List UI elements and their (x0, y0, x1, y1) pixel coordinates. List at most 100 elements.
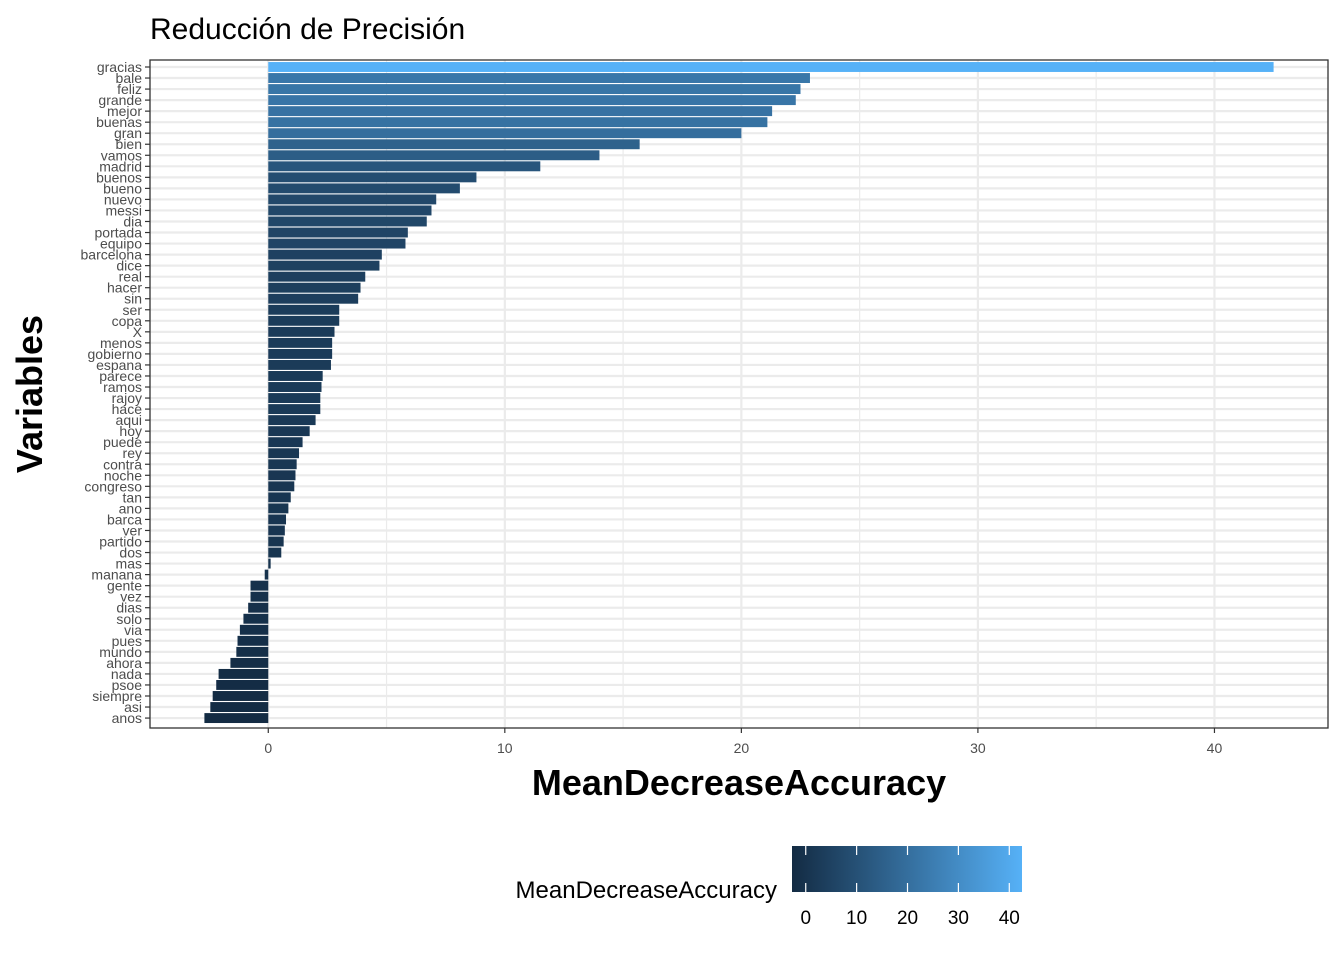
y-tick-label: vez (120, 589, 142, 605)
bar-sin (268, 293, 359, 304)
bar-grande (268, 95, 796, 106)
x-tick-label: 20 (734, 740, 750, 756)
bar-dia (268, 216, 427, 227)
y-tick-label: hacer (107, 280, 142, 296)
plot-border (149, 59, 1329, 729)
bar-barcelona (268, 249, 382, 260)
bar-via (239, 624, 269, 635)
bar-bale (268, 73, 810, 84)
bar-feliz (268, 84, 801, 95)
bar-ver (268, 525, 285, 536)
y-tick-label: sin (124, 291, 142, 307)
y-tick-label: vamos (101, 147, 142, 163)
bar-noche (268, 470, 296, 481)
y-tick-label: ver (123, 522, 143, 538)
y-tick-label: buenas (96, 114, 142, 130)
bar-dias (248, 602, 269, 613)
y-tick-label: dice (116, 258, 142, 274)
y-tick-label: messi (105, 202, 142, 218)
y-tick-label: menos (100, 335, 142, 351)
bar-copa (268, 315, 340, 326)
y-tick-label: espana (96, 357, 142, 373)
y-axis: graciasbalefelizgrandemejorbuenasgranbie… (81, 59, 150, 726)
bar-manana (264, 569, 269, 580)
bar-aqui (268, 415, 316, 426)
y-tick-label: via (124, 622, 142, 638)
x-tick-label: 30 (970, 740, 986, 756)
bar-gran (268, 128, 742, 139)
y-tick-label: congreso (84, 478, 142, 494)
bar-messi (268, 205, 432, 216)
legend-tick-label: 0 (800, 908, 811, 929)
y-tick-label: ano (119, 500, 143, 516)
y-tick-label: hoy (119, 423, 142, 439)
plot-panel (149, 59, 1329, 729)
y-tick-label: ramos (103, 379, 142, 395)
y-tick-label: grande (98, 92, 142, 108)
bar-menos (268, 337, 333, 348)
legend-tick-label: 10 (846, 908, 867, 929)
bar-dos (268, 547, 282, 558)
y-tick-label: tan (123, 489, 142, 505)
y-tick-label: solo (116, 611, 142, 627)
bar-hace (268, 404, 321, 415)
y-tick-label: rajoy (112, 390, 142, 406)
y-tick-label: X (133, 324, 143, 340)
bar-partido (268, 536, 284, 547)
bar-portada (268, 227, 408, 238)
chart-title: Reducción de Precisión (150, 13, 465, 46)
y-tick-label: dos (119, 545, 142, 561)
y-tick-label: gente (107, 578, 142, 594)
y-tick-label: nuevo (104, 191, 142, 207)
y-tick-label: aqui (116, 412, 142, 428)
legend-tick-label: 20 (897, 908, 918, 929)
bar-tan (268, 492, 291, 503)
bar-barca (268, 514, 287, 525)
legend: MeanDecreaseAccuracy 0 10 20 30 40 (516, 846, 1022, 929)
y-tick-label: partido (99, 534, 142, 550)
y-tick-label: gran (114, 125, 142, 141)
bar-X (268, 326, 335, 337)
y-tick-label: mundo (99, 644, 142, 660)
bar-espana (268, 359, 331, 370)
bar-bien (268, 139, 640, 150)
bar-mas (268, 558, 271, 569)
bar-hacer (268, 282, 361, 293)
y-tick-label: equipo (100, 236, 142, 252)
y-tick-label: mas (116, 556, 142, 572)
bar-equipo (268, 238, 406, 249)
y-tick-label: noche (104, 467, 142, 483)
y-tick-label: bien (116, 136, 142, 152)
bar-parece (268, 371, 323, 381)
y-tick-label: portada (95, 225, 143, 241)
plot-background (150, 60, 1328, 728)
y-tick-label: buenos (96, 169, 142, 185)
y-tick-label: ser (123, 302, 143, 318)
y-tick-label: manana (91, 567, 142, 583)
y-tick-label: asi (124, 699, 142, 715)
bar-nuevo (268, 194, 437, 205)
bar-ser (268, 304, 340, 315)
y-tick-label: ahora (106, 655, 142, 671)
bar-madrid (268, 161, 541, 172)
y-tick-label: siempre (92, 688, 142, 704)
y-tick-label: parece (99, 368, 142, 384)
bar-buenos (268, 172, 477, 183)
bar-vez (250, 591, 269, 602)
y-tick-label: gracias (97, 59, 142, 75)
y-tick-label: feliz (117, 81, 142, 97)
bar-puede (268, 437, 303, 448)
bar-real (268, 271, 366, 282)
x-tick-label: 40 (1207, 740, 1223, 756)
y-tick-label: psoe (112, 677, 143, 693)
bar-contra (268, 459, 297, 470)
y-tick-label: barca (107, 511, 142, 527)
bar-asi (210, 702, 269, 712)
legend-title: MeanDecreaseAccuracy (516, 877, 777, 904)
bar-rajoy (268, 393, 321, 404)
bar-nada (218, 668, 269, 679)
bar-siempre (212, 691, 269, 701)
bar-solo (243, 613, 269, 624)
y-tick-label: nada (111, 666, 142, 682)
